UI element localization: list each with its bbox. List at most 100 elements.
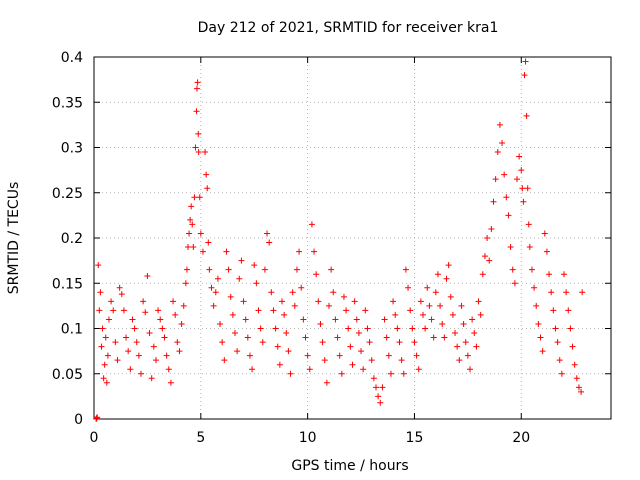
- data-point: [298, 284, 305, 291]
- data-point: [452, 330, 459, 337]
- data-point: [152, 357, 159, 364]
- data-point: [548, 289, 555, 296]
- data-point: [550, 307, 557, 314]
- data-point: [190, 244, 197, 251]
- data-point: [347, 343, 354, 350]
- y-tick-label: 0.2: [61, 231, 83, 247]
- data-point: [102, 334, 109, 341]
- data-point: [98, 343, 105, 350]
- data-point: [197, 230, 204, 237]
- data-point: [283, 330, 290, 337]
- data-point: [272, 325, 279, 332]
- data-point: [125, 348, 132, 355]
- data-point: [375, 393, 382, 400]
- data-point: [396, 339, 403, 346]
- data-point: [528, 266, 535, 273]
- data-point: [212, 289, 219, 296]
- data-point: [157, 316, 164, 323]
- data-point: [317, 320, 324, 327]
- y-tick-label: 0.15: [52, 276, 83, 292]
- data-point: [353, 316, 360, 323]
- data-point: [554, 339, 561, 346]
- data-point: [511, 280, 518, 287]
- y-tick-label: 0.35: [52, 95, 83, 111]
- data-point: [509, 266, 516, 273]
- data-point: [159, 325, 166, 332]
- data-point: [441, 334, 448, 341]
- data-point: [411, 339, 418, 346]
- data-point: [351, 298, 358, 305]
- data-point: [400, 370, 407, 377]
- data-point: [193, 108, 200, 115]
- data-point: [569, 343, 576, 350]
- data-point: [127, 366, 134, 373]
- data-point: [454, 343, 461, 350]
- data-point: [477, 311, 484, 318]
- data-point: [398, 357, 405, 364]
- data-point: [323, 379, 330, 386]
- data-point: [95, 262, 102, 269]
- data-point: [541, 230, 548, 237]
- data-point: [163, 352, 170, 359]
- data-point: [535, 320, 542, 327]
- data-point: [167, 379, 174, 386]
- data-point: [118, 291, 125, 298]
- data-point: [138, 370, 144, 377]
- data-point: [394, 325, 401, 332]
- data-point: [458, 302, 465, 309]
- data-point: [116, 284, 123, 291]
- data-point: [522, 58, 529, 65]
- data-point: [443, 275, 450, 282]
- data-point: [505, 212, 512, 219]
- data-point: [285, 348, 292, 355]
- data-point: [176, 348, 183, 355]
- data-point: [575, 384, 582, 391]
- data-point: [232, 330, 238, 337]
- data-point: [289, 289, 296, 296]
- data-point: [178, 320, 185, 327]
- data-point: [206, 266, 213, 273]
- data-point: [114, 357, 121, 364]
- y-tick-label: 0.25: [52, 186, 83, 202]
- data-point: [133, 339, 140, 346]
- data-point: [523, 112, 530, 119]
- data-point: [205, 239, 212, 246]
- data-point: [261, 266, 268, 273]
- data-point: [381, 316, 388, 323]
- data-point: [104, 352, 111, 359]
- data-point: [578, 388, 585, 395]
- data-point: [364, 325, 371, 332]
- data-point: [326, 302, 332, 309]
- data-point: [552, 325, 559, 332]
- data-point: [306, 366, 313, 373]
- data-point: [355, 330, 362, 337]
- data-point: [246, 352, 253, 359]
- data-point: [182, 280, 189, 287]
- data-point: [494, 149, 501, 156]
- data-point: [187, 216, 194, 223]
- data-point: [227, 293, 234, 300]
- data-point: [293, 266, 300, 273]
- data-point: [567, 325, 574, 332]
- x-tick-label: 0: [90, 430, 99, 446]
- data-point: [360, 366, 367, 373]
- data-point: [524, 185, 531, 192]
- data-point: [259, 339, 266, 346]
- data-point: [432, 289, 439, 296]
- data-point: [402, 266, 409, 273]
- data-point: [445, 262, 452, 269]
- data-point: [296, 248, 303, 255]
- data-point: [96, 307, 103, 314]
- data-point: [383, 334, 390, 341]
- data-point: [490, 198, 497, 205]
- data-point: [358, 348, 365, 355]
- data-point: [194, 79, 201, 86]
- data-point: [430, 334, 437, 341]
- data-point: [146, 330, 153, 337]
- data-point: [390, 298, 397, 305]
- data-point: [366, 339, 373, 346]
- data-point: [543, 248, 550, 255]
- data-point: [148, 375, 155, 382]
- data-point: [313, 271, 320, 278]
